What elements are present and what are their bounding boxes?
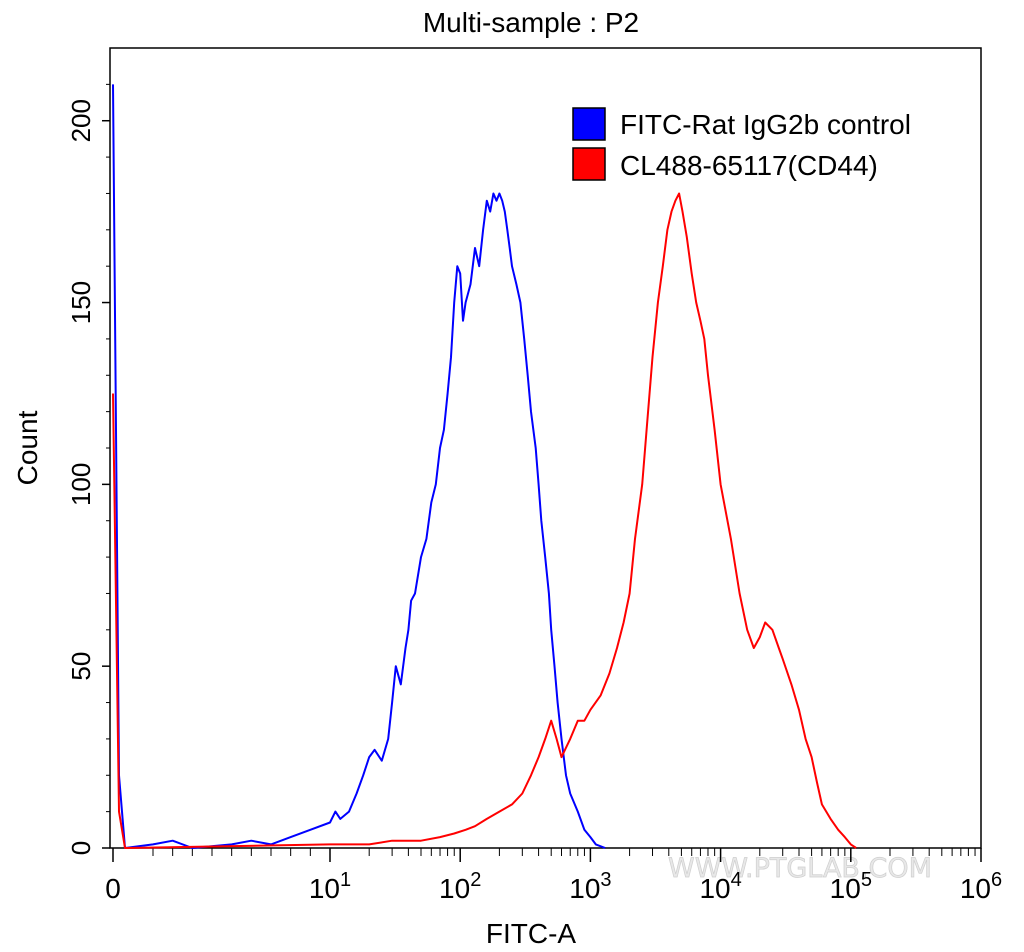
legend-label-cd44: CL488-65117(CD44) (620, 150, 878, 181)
x-tick-label: 105 (830, 869, 872, 904)
y-tick-label: 0 (66, 841, 96, 855)
y-axis: 0 50 100 150 200 (66, 83, 110, 855)
y-tick-label: 100 (66, 463, 96, 506)
histogram-series-0 (112, 84, 606, 849)
y-tick-label: 50 (66, 652, 96, 681)
y-tick-label: 200 (66, 99, 96, 142)
x-axis-label: FITC-A (486, 918, 577, 949)
x-tick-label: 103 (569, 869, 611, 904)
watermark: WWW.PTGLAB.COM (668, 853, 932, 884)
legend-label-control: FITC-Rat IgG2b control (620, 109, 911, 140)
x-axis: 0 101 102 103 104 105 106 (105, 848, 1002, 904)
y-tick-label: 150 (66, 281, 96, 324)
series-layer (112, 84, 857, 849)
x-tick-label: 102 (439, 869, 481, 904)
x-tick-label: 0 (105, 873, 121, 904)
x-tick-label: 106 (960, 869, 1002, 904)
x-tick-label: 104 (699, 869, 741, 904)
x-tick-label: 101 (309, 869, 351, 904)
histogram-series-1 (112, 192, 857, 849)
legend-swatch-control (572, 107, 606, 141)
legend-swatch-cd44 (572, 147, 606, 181)
y-axis-label: Count (12, 410, 43, 485)
chart-title: Multi-sample : P2 (423, 7, 639, 38)
legend: FITC-Rat IgG2b control CL488-65117(CD44) (572, 107, 911, 181)
